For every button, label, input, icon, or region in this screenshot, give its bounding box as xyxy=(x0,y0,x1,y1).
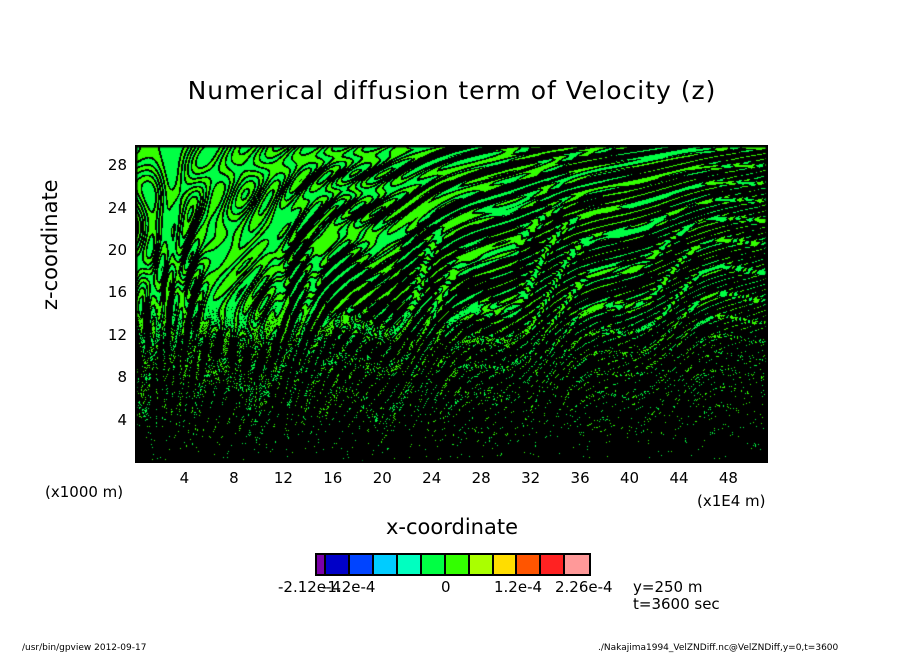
plot-area xyxy=(135,145,768,463)
colorbar-segment xyxy=(421,555,446,574)
colorbar-tick-label: -2.12e-4 xyxy=(278,578,341,596)
colorbar-segment xyxy=(374,555,398,574)
colorbar-segment xyxy=(326,555,351,574)
colorbar-tick-label: -1.2e-4 xyxy=(322,578,376,596)
y-axis-unit-label: (x1000 m) xyxy=(45,483,124,501)
colorbar-segment xyxy=(397,555,422,574)
y-tick-label: 4 xyxy=(117,410,127,429)
chart-title: Numerical diffusion term of Velocity (z) xyxy=(187,76,717,105)
x-axis-unit-label: (x1E4 m) xyxy=(697,492,766,510)
x-tick-label: 4 xyxy=(179,469,190,487)
colorbar-segment xyxy=(517,555,542,574)
x-tick-label: 32 xyxy=(521,469,541,487)
colorbar-segment xyxy=(541,555,566,574)
colorbar-segment xyxy=(317,555,327,574)
colorbar-segment xyxy=(445,555,470,574)
y-tick-label: 28 xyxy=(107,156,127,175)
footer-right: ./Nakajima1994_VelZNDiff.nc@VelZNDiff,y=… xyxy=(598,643,839,653)
x-tick-label: 40 xyxy=(619,469,640,487)
y-tick-label: 20 xyxy=(107,241,127,259)
x-tick-label: 36 xyxy=(570,469,590,487)
colorbar-segment xyxy=(493,555,518,574)
colorbar-segment xyxy=(469,555,494,574)
colorbar-segment xyxy=(350,555,375,574)
x-tick-label: 12 xyxy=(273,469,293,487)
x-tick-label: 8 xyxy=(229,469,239,487)
x-tick-label: 28 xyxy=(471,469,491,487)
y-tick-label: 24 xyxy=(107,198,127,217)
y-tick-label: 16 xyxy=(107,283,127,302)
x-tick-label: 20 xyxy=(372,469,392,487)
colorbar-tick-label: 2.26e-4 xyxy=(555,578,613,596)
colorbar-tick-label: 1.2e-4 xyxy=(494,578,543,596)
footer-left: /usr/bin/gpview 2012-09-17 xyxy=(22,643,147,653)
y-slice-info: y=250 m xyxy=(633,578,703,596)
y-tick-label: 8 xyxy=(117,368,127,387)
y-tick-label: 12 xyxy=(107,325,127,344)
x-tick-label: 24 xyxy=(422,469,442,487)
colorbar xyxy=(315,553,591,576)
colorbar-tick-label: 0 xyxy=(441,578,451,596)
x-tick-label: 44 xyxy=(669,469,689,487)
time-info: t=3600 sec xyxy=(633,595,720,613)
x-tick-label: 16 xyxy=(323,469,343,487)
colorbar-segment xyxy=(565,555,589,574)
contour-field xyxy=(135,145,768,463)
x-tick-label: 48 xyxy=(718,469,738,487)
y-axis-label: z-coordinate xyxy=(38,179,62,310)
x-axis-label: x-coordinate xyxy=(385,515,518,539)
